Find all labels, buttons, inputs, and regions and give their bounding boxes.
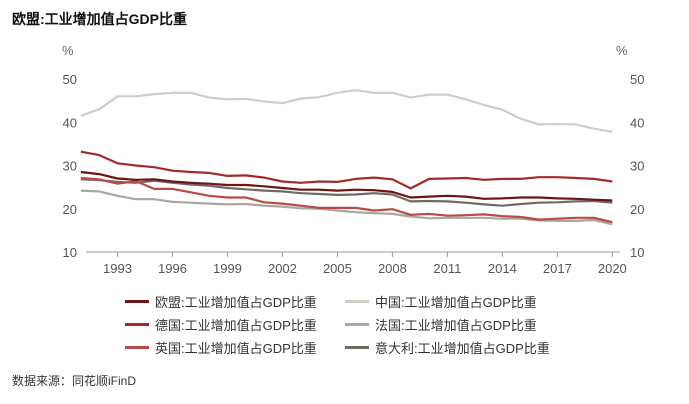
x-tick-label: 2014 xyxy=(488,261,517,276)
series-line-5 xyxy=(80,178,613,207)
y-tick-right: 40 xyxy=(630,115,644,130)
y-tick-right: 10 xyxy=(630,245,644,260)
legend-label: 意大利:工业增加值占GDP比重 xyxy=(375,340,550,356)
legend-item: 法国:工业增加值占GDP比重 xyxy=(345,314,537,334)
y-tick-left: 40 xyxy=(63,115,77,130)
legend-label: 法国:工业增加值占GDP比重 xyxy=(375,317,537,333)
series-line-0 xyxy=(80,170,613,202)
x-tick-label: 1999 xyxy=(213,261,242,276)
legend-item: 中国:工业增加值占GDP比重 xyxy=(345,291,537,311)
y-tick-right: 30 xyxy=(630,159,644,174)
x-tick-label: 2008 xyxy=(378,261,407,276)
legend-item: 英国:工业增加值占GDP比重 xyxy=(125,337,317,357)
legend-label: 德国:工业增加值占GDP比重 xyxy=(155,317,317,333)
y-tick-left: 20 xyxy=(63,202,77,217)
y-tick-right: 20 xyxy=(630,202,644,217)
legend-label: 中国:工业增加值占GDP比重 xyxy=(375,294,537,310)
series-line-4 xyxy=(80,176,613,224)
legend-swatch xyxy=(125,299,149,303)
legend-swatch xyxy=(125,345,149,349)
right-axis-unit: % xyxy=(616,43,628,58)
legend-item: 德国:工业增加值占GDP比重 xyxy=(125,314,317,334)
legend-swatch xyxy=(345,299,369,303)
x-tick-label: 1996 xyxy=(158,261,187,276)
legend-item: 意大利:工业增加值占GDP比重 xyxy=(345,337,550,357)
x-tick-label: 2002 xyxy=(268,261,297,276)
series-line-2 xyxy=(80,150,613,190)
legend-swatch xyxy=(345,322,369,326)
series-line-1 xyxy=(80,89,613,133)
legend-label: 英国:工业增加值占GDP比重 xyxy=(155,340,317,356)
x-tick-label: 2011 xyxy=(433,261,461,276)
y-tick-left: 10 xyxy=(63,245,77,260)
x-tick-label: 2020 xyxy=(598,261,627,276)
left-axis-unit: % xyxy=(62,43,74,58)
x-tick-label: 2017 xyxy=(543,261,572,276)
source-note: 数据来源：同花顺iFinD xyxy=(12,374,137,388)
legend-swatch xyxy=(125,322,149,326)
y-tick-left: 50 xyxy=(63,72,77,87)
legend-item: 欧盟:工业增加值占GDP比重 xyxy=(125,291,317,311)
x-tick-label: 2005 xyxy=(323,261,352,276)
series-line-3 xyxy=(80,189,613,226)
legend-label: 欧盟:工业增加值占GDP比重 xyxy=(155,294,317,310)
legend-swatch xyxy=(345,345,369,349)
y-tick-right: 50 xyxy=(630,72,644,87)
y-tick-left: 30 xyxy=(63,159,77,174)
chart-title: 欧盟:工业增加值占GDP比重 xyxy=(12,11,187,27)
x-tick-label: 1993 xyxy=(103,261,132,276)
